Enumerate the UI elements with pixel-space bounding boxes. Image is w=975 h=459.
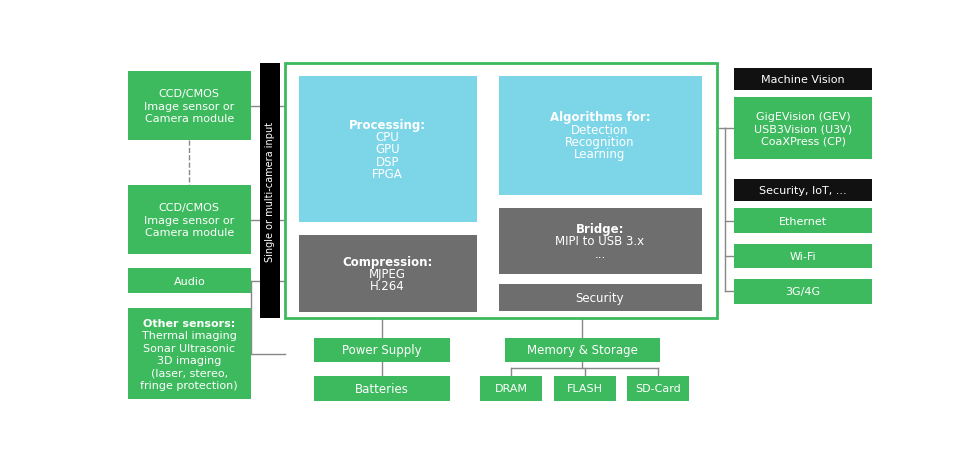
Bar xyxy=(734,280,872,304)
Text: USB3Vision (U3V): USB3Vision (U3V) xyxy=(754,124,852,134)
Bar xyxy=(298,235,477,313)
Text: Algorithms for:: Algorithms for: xyxy=(550,111,650,124)
Bar xyxy=(128,308,251,399)
Bar xyxy=(314,376,449,401)
Text: Power Supply: Power Supply xyxy=(342,344,422,357)
Bar xyxy=(480,376,542,401)
Text: Image sensor or: Image sensor or xyxy=(144,101,234,112)
Bar xyxy=(259,64,280,318)
Text: DRAM: DRAM xyxy=(494,384,527,393)
Text: Ethernet: Ethernet xyxy=(779,216,827,226)
Text: GigEVision (GEV): GigEVision (GEV) xyxy=(756,112,850,122)
Bar xyxy=(128,269,251,293)
Text: Batteries: Batteries xyxy=(355,382,409,395)
Text: 3G/4G: 3G/4G xyxy=(786,287,821,297)
Text: GPU: GPU xyxy=(375,143,400,156)
Text: 3D imaging: 3D imaging xyxy=(157,355,221,365)
Bar xyxy=(734,209,872,233)
Text: Compression:: Compression: xyxy=(342,255,433,268)
Text: Thermal imaging: Thermal imaging xyxy=(142,330,237,341)
Text: Processing:: Processing: xyxy=(349,118,426,131)
Text: Single or multi-camera input: Single or multi-camera input xyxy=(265,121,275,261)
Bar xyxy=(505,338,660,363)
Text: Machine Vision: Machine Vision xyxy=(761,75,845,84)
Text: ...: ... xyxy=(595,247,605,260)
Text: H.264: H.264 xyxy=(370,280,405,293)
Text: Security, IoT, ...: Security, IoT, ... xyxy=(760,185,847,195)
Bar xyxy=(627,376,689,401)
Bar xyxy=(128,72,251,141)
Bar xyxy=(734,179,872,201)
Text: Recognition: Recognition xyxy=(566,136,635,149)
Text: MIPI to USB 3.x: MIPI to USB 3.x xyxy=(556,235,644,248)
Bar xyxy=(298,77,477,223)
Text: Camera module: Camera module xyxy=(144,114,234,124)
Bar xyxy=(285,64,717,318)
Bar xyxy=(128,186,251,255)
Text: CPU: CPU xyxy=(375,131,400,144)
Text: Detection: Detection xyxy=(571,123,629,136)
Text: Other sensors:: Other sensors: xyxy=(143,318,235,328)
Text: fringe protection): fringe protection) xyxy=(140,380,238,390)
Text: DSP: DSP xyxy=(376,156,400,168)
Bar xyxy=(554,376,615,401)
Bar xyxy=(734,98,872,160)
Text: CoaXPress (CP): CoaXPress (CP) xyxy=(760,136,845,146)
Bar xyxy=(498,284,702,312)
Bar xyxy=(314,338,449,363)
Text: Bridge:: Bridge: xyxy=(576,223,624,235)
Text: Wi-Fi: Wi-Fi xyxy=(790,252,816,261)
Text: FLASH: FLASH xyxy=(566,384,603,393)
Text: Camera module: Camera module xyxy=(144,228,234,238)
Bar xyxy=(498,77,702,196)
Bar xyxy=(734,69,872,90)
Text: Learning: Learning xyxy=(574,148,626,161)
Bar xyxy=(498,209,702,274)
Text: FPGA: FPGA xyxy=(372,168,403,181)
Text: CCD/CMOS: CCD/CMOS xyxy=(159,89,219,99)
Text: MJPEG: MJPEG xyxy=(370,268,407,280)
Text: SD-Card: SD-Card xyxy=(636,384,682,393)
Bar xyxy=(734,244,872,269)
Text: Image sensor or: Image sensor or xyxy=(144,215,234,225)
Text: (laser, stereo,: (laser, stereo, xyxy=(151,367,228,377)
Text: Audio: Audio xyxy=(174,276,205,286)
Text: Memory & Storage: Memory & Storage xyxy=(526,344,638,357)
Text: Security: Security xyxy=(575,291,624,304)
Text: Sonar Ultrasonic: Sonar Ultrasonic xyxy=(143,343,235,353)
Text: CCD/CMOS: CCD/CMOS xyxy=(159,203,219,213)
